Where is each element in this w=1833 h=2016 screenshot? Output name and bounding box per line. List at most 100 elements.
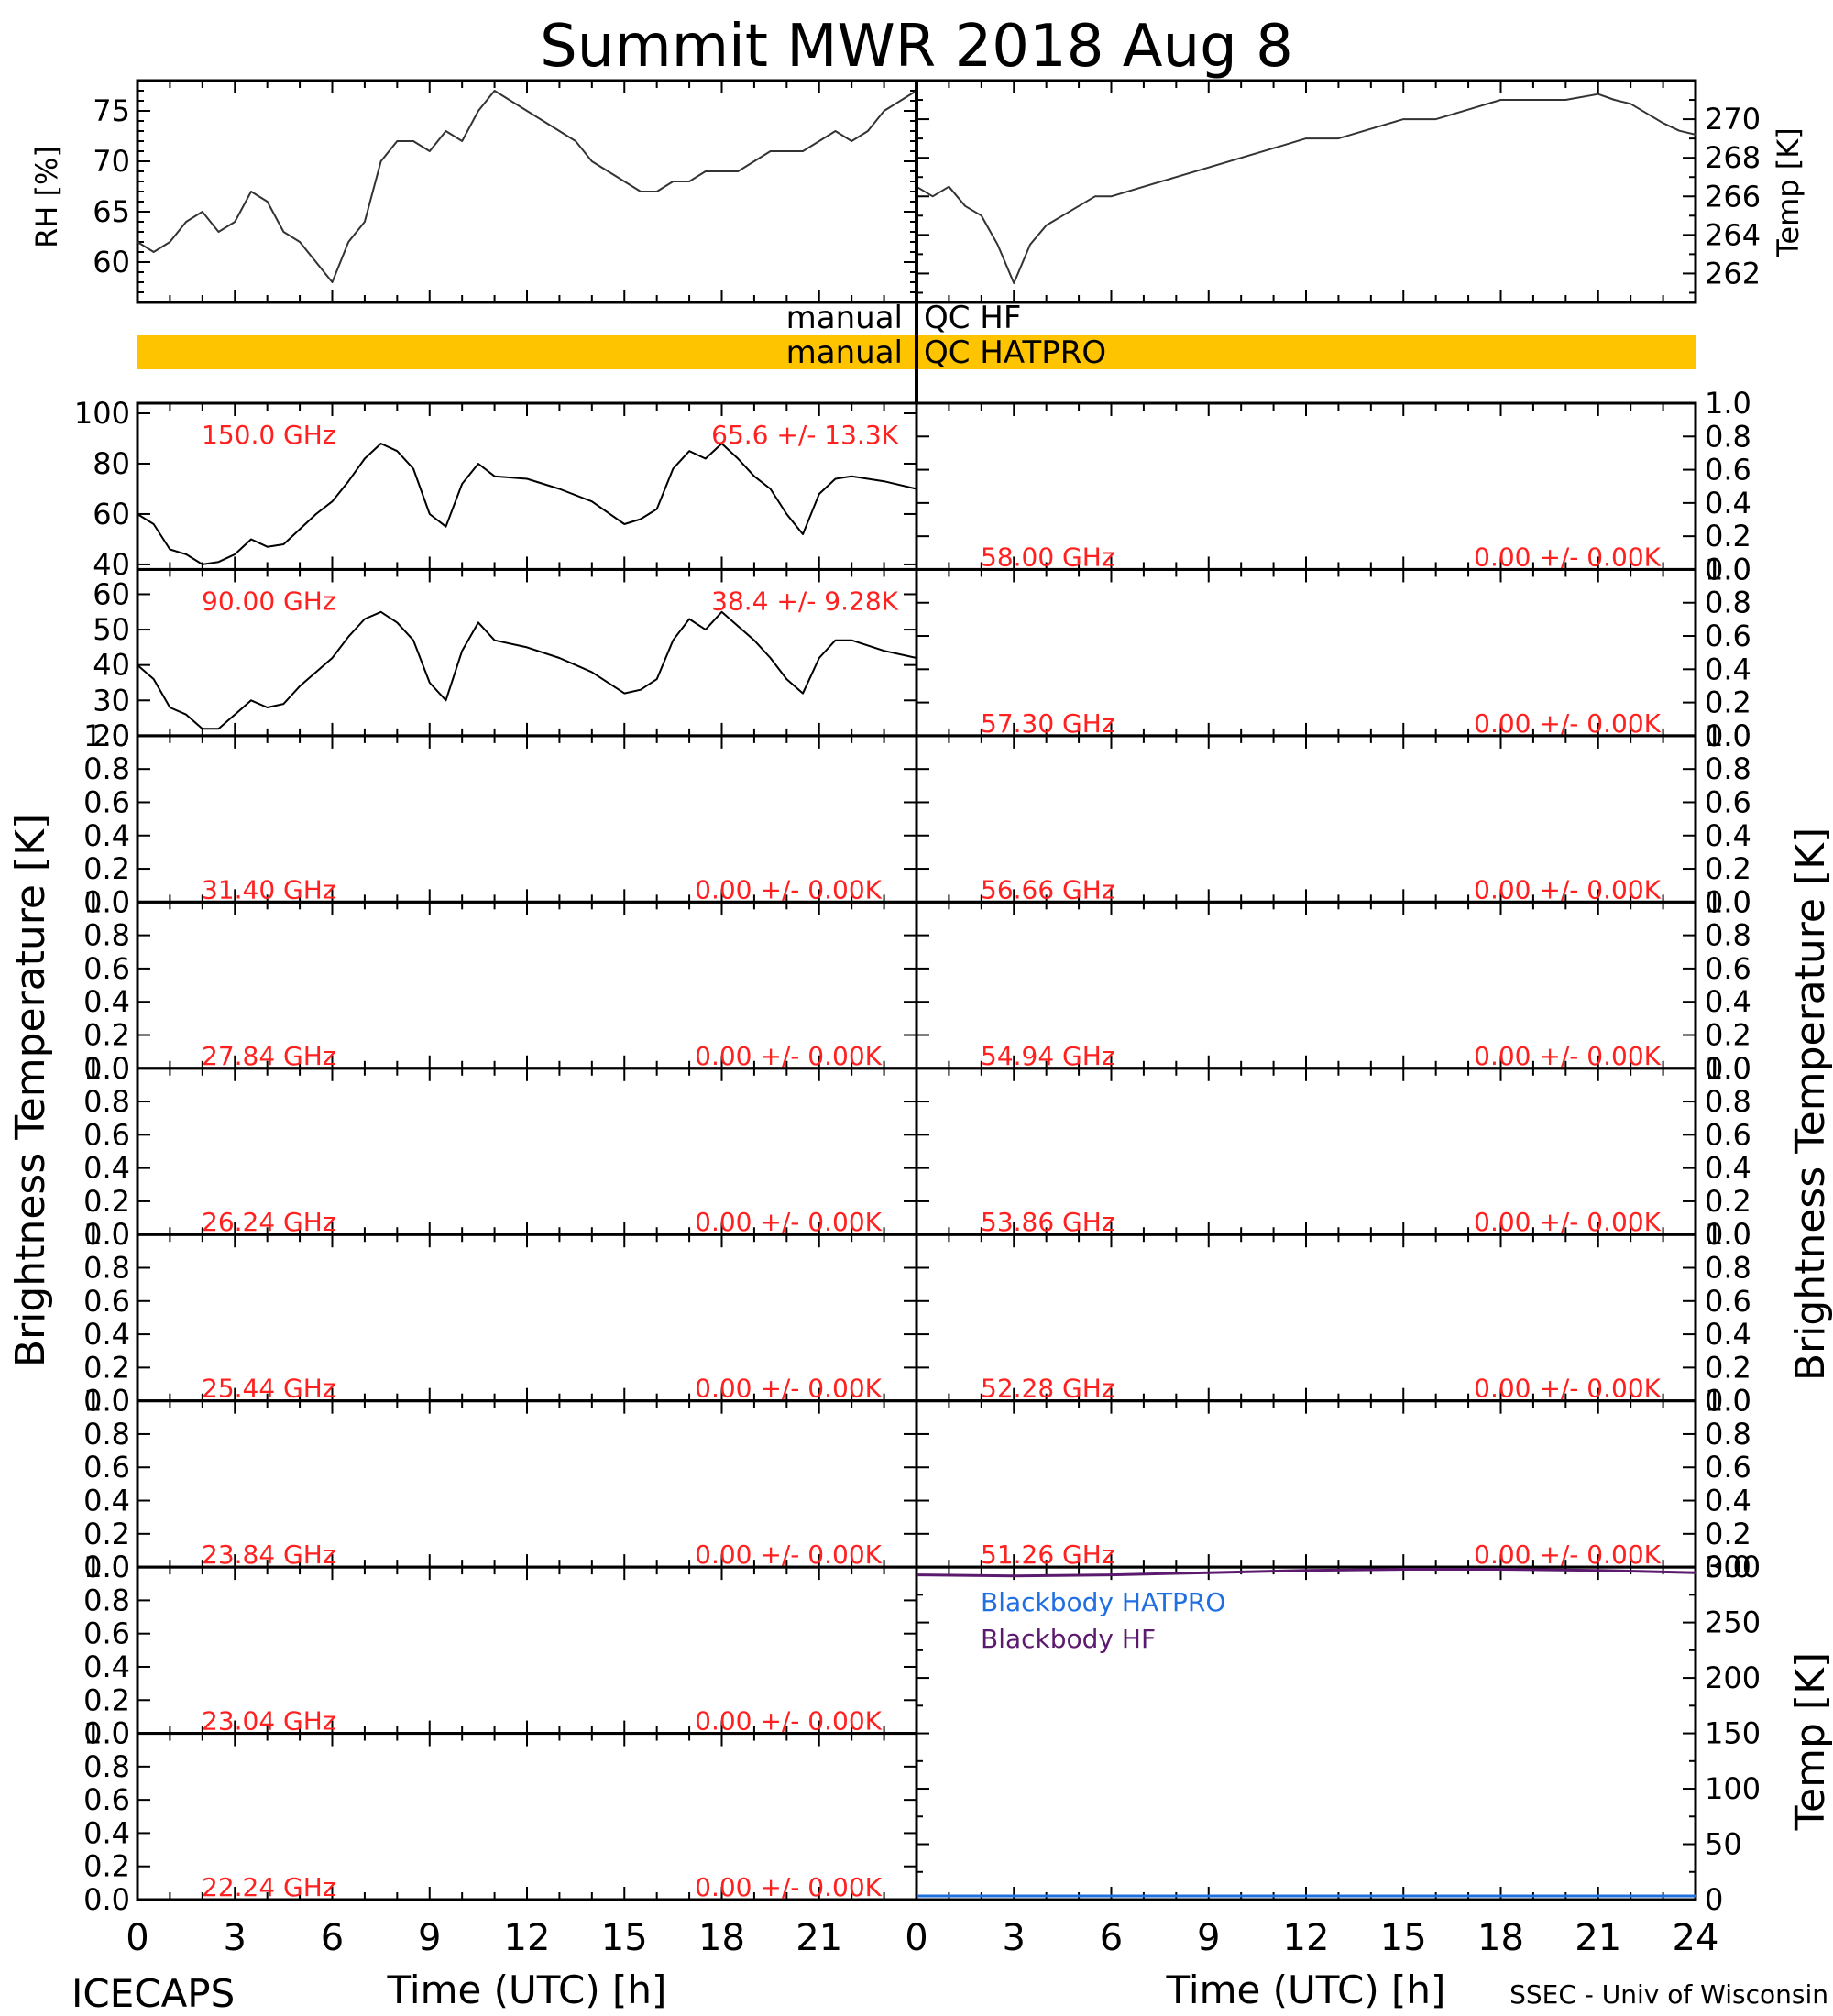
tb-left-label-4: 26.24 GHz: [202, 1207, 336, 1237]
tb-left-6-ytick-label-5: 1.0: [83, 1384, 130, 1419]
tb-right-6-ytick-label-1: 0.2: [1705, 1517, 1751, 1551]
bb-ytick-label-4: 200: [1705, 1660, 1761, 1695]
tb-right-0-ytick-label-0: 0.0: [1705, 552, 1751, 586]
tb-right-4-ytick-label-4: 0.8: [1705, 1084, 1751, 1119]
right-axis-title: Brightness Temperature [K]: [1787, 827, 1833, 1381]
tb-right-3-ytick-label-5: 1.0: [1705, 884, 1751, 919]
rh-ytick-label-1: 65: [93, 194, 130, 229]
tb-left-4-ytick-label-0: 0.0: [83, 1217, 130, 1252]
tb-left-2-ytick-label-4: 0.8: [83, 751, 130, 786]
qc-hf-label-right: QC HF: [924, 300, 1021, 336]
tb-right-5-ytick-label-4: 0.8: [1705, 1251, 1751, 1286]
temp-ytick-label-0: 262: [1705, 256, 1761, 290]
tb-left-3-ytick-label-2: 0.4: [83, 984, 130, 1019]
tb-right-2-ytick-label-4: 0.8: [1705, 751, 1751, 786]
tb-right-label-5: 52.28 GHz: [981, 1374, 1115, 1404]
tb-left-stats-7: 0.00 +/- 0.00K: [695, 1706, 882, 1737]
tb-right-stats-6: 0.00 +/- 0.00K: [1474, 1539, 1661, 1570]
tb-left-5-ytick-label-0: 0.0: [83, 1384, 130, 1419]
tb-left-5-ytick-label-2: 0.4: [83, 1317, 130, 1352]
x-label-left-5: 15: [601, 1917, 648, 1959]
tb-left-stats-1: 38.4 +/- 9.28K: [711, 586, 898, 616]
rh-ytick-label-3: 75: [93, 93, 130, 128]
bb-ytick-label-0: 0: [1705, 1882, 1723, 1917]
tb-right-0-ytick-label-1: 0.2: [1705, 519, 1751, 553]
tb-left-1-ytick-label-3: 50: [93, 612, 130, 647]
tb-left-3-ytick-label-5: 1.0: [83, 884, 130, 919]
tb-left-label-0: 150.0 GHz: [202, 420, 336, 450]
tb-left-6-ytick-label-3: 0.6: [83, 1450, 130, 1485]
x-label-left-1: 3: [224, 1917, 247, 1959]
tb-left-1-ytick-label-4: 60: [93, 576, 130, 611]
tb-right-2-ytick-label-0: 0.0: [1705, 884, 1751, 919]
tb-right-4-ytick-label-0: 0.0: [1705, 1217, 1751, 1252]
x-label-right-3: 9: [1197, 1917, 1220, 1959]
tb-right-label-1: 57.30 GHz: [981, 708, 1115, 739]
tb-left-5-ytick-label-4: 0.8: [83, 1251, 130, 1286]
tb-left-7-ytick-label-1: 0.2: [83, 1682, 130, 1717]
x-label-right-6: 18: [1477, 1917, 1524, 1959]
tb-left-8-ytick-label-1: 0.2: [83, 1849, 130, 1884]
tb-left-3-ytick-label-1: 0.2: [83, 1017, 130, 1052]
x-label-left-7: 21: [796, 1917, 842, 1959]
tb-right-4-ytick-label-1: 0.2: [1705, 1184, 1751, 1219]
tb-left-label-7: 23.04 GHz: [202, 1706, 336, 1737]
x-label-right-7: 21: [1575, 1917, 1621, 1959]
tb-right-stats-3: 0.00 +/- 0.00K: [1474, 1041, 1661, 1071]
x-label-right-4: 12: [1283, 1917, 1330, 1959]
tb-left-7-ytick-label-0: 0.0: [83, 1716, 130, 1751]
tb-right-4-ytick-label-3: 0.6: [1705, 1117, 1751, 1152]
tb-left-7-ytick-label-4: 0.8: [83, 1583, 130, 1617]
x-axis-title-right: Time (UTC) [h]: [1166, 1967, 1446, 2012]
temp-ytick-label-2: 266: [1705, 179, 1761, 214]
blackbody-hf-line: [916, 1568, 1696, 1578]
tb-right-2-ytick-label-5: 1.0: [1705, 718, 1751, 753]
temp-axis-label: Temp [K]: [1771, 127, 1806, 257]
rh-ytick-label-0: 60: [93, 245, 130, 279]
tb-right-2-ytick-label-2: 0.4: [1705, 818, 1751, 853]
tb-right-5-ytick-label-1: 0.2: [1705, 1350, 1751, 1385]
bb-ytick-label-6: 300: [1705, 1550, 1761, 1584]
tb-left-4-ytick-label-4: 0.8: [83, 1084, 130, 1119]
tb-left-8-ytick-label-2: 0.4: [83, 1815, 130, 1850]
rh-panel-frame: [136, 79, 918, 304]
tb-left-7-ytick-label-5: 1.0: [83, 1550, 130, 1584]
tb-right-2-ytick-label-1: 0.2: [1705, 851, 1751, 886]
tb-left-7-ytick-label-3: 0.6: [83, 1616, 130, 1651]
tb-90-series-line: [137, 610, 917, 730]
tb-left-1-ytick-label-1: 30: [93, 683, 130, 718]
tb-left-6-ytick-label-1: 0.2: [83, 1517, 130, 1551]
tb-right-5-ytick-label-0: 0.0: [1705, 1384, 1751, 1419]
x-label-left-4: 12: [504, 1917, 551, 1959]
x-label-right-1: 3: [1003, 1917, 1026, 1959]
blackbody-legend-hf: Blackbody HF: [981, 1624, 1156, 1654]
tb-left-label-6: 23.84 GHz: [202, 1539, 336, 1570]
tb-left-stats-4: 0.00 +/- 0.00K: [695, 1207, 882, 1237]
tb-right-1-ytick-label-4: 0.8: [1705, 586, 1751, 620]
tb-left-8-ytick-label-4: 0.8: [83, 1749, 130, 1784]
chart-title: Summit MWR 2018 Aug 8: [540, 13, 1293, 81]
tb-right-2-ytick-label-3: 0.6: [1705, 784, 1751, 819]
tb-left-2-ytick-label-5: 1.0: [83, 718, 130, 753]
footer-right: SSEC - Univ of Wisconsin: [1509, 1979, 1828, 2010]
qc-hf-label-left: manual: [786, 300, 903, 336]
temp-ytick-label-3: 268: [1705, 140, 1761, 175]
tb-left-7-ytick-label-2: 0.4: [83, 1649, 130, 1684]
tb-left-6-ytick-label-0: 0.0: [83, 1550, 130, 1584]
tb-left-3-ytick-label-3: 0.6: [83, 951, 130, 986]
tb-right-label-3: 54.94 GHz: [981, 1041, 1115, 1071]
bb-ytick-label-3: 150: [1705, 1716, 1761, 1751]
tb-right-6-ytick-label-0: 0.0: [1705, 1550, 1751, 1584]
x-label-right-8: 24: [1673, 1917, 1719, 1959]
tb-left-2-ytick-label-3: 0.6: [83, 784, 130, 819]
tb-left-5-ytick-label-3: 0.6: [83, 1284, 130, 1319]
tb-right-6-ytick-label-4: 0.8: [1705, 1417, 1751, 1452]
tb-left-3-ytick-label-4: 0.8: [83, 918, 130, 953]
rh-axis-label: RH [%]: [29, 146, 64, 248]
tb-left-4-ytick-label-1: 0.2: [83, 1184, 130, 1219]
temp-ytick-label-1: 264: [1705, 217, 1761, 252]
temp-panel-frame: [915, 79, 1697, 304]
blackbody-axis-label: Temp [K]: [1787, 1652, 1833, 1831]
bb-ytick-label-5: 250: [1705, 1605, 1761, 1640]
